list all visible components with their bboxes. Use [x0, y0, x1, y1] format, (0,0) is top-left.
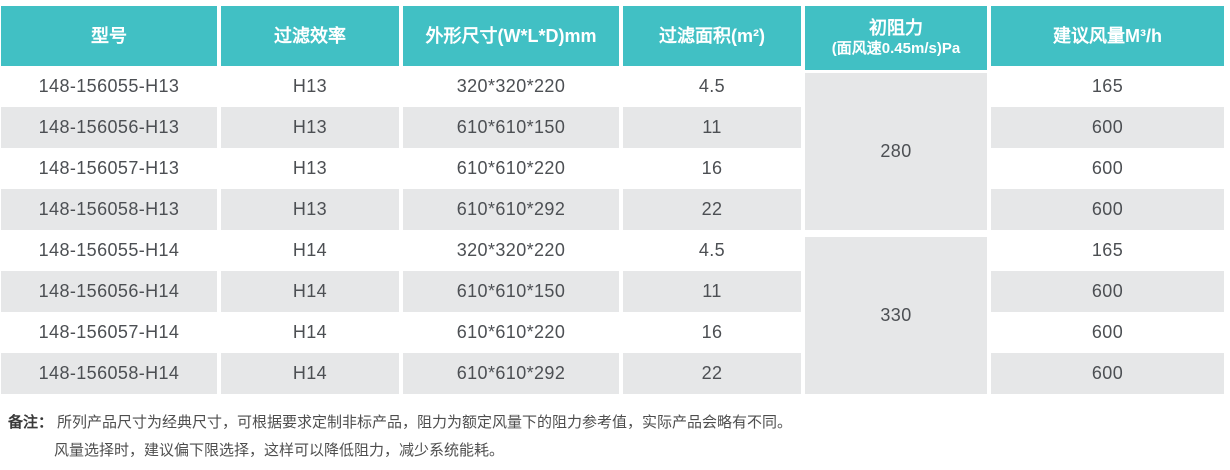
cell-dimensions: 320*320*220 — [456, 240, 566, 260]
cell-dimensions: 610*610*150 — [403, 107, 619, 148]
cell-model: 148-156056-H14 — [1, 271, 217, 312]
footnote-line-2: 风量选择时，建议偏下限选择，这样可以降低阻力，减少系统能耗。 — [54, 442, 505, 459]
cell-filter-area: 16 — [701, 158, 723, 178]
cell-efficiency: H13 — [221, 107, 399, 148]
col-header-efficiency: 过滤效率 — [221, 6, 399, 66]
cell-efficiency: H13 — [292, 158, 328, 178]
cell-airflow: 165 — [1091, 240, 1124, 260]
col-header-airflow: 建议风量M³/h — [991, 6, 1224, 66]
cell-airflow: 600 — [991, 189, 1224, 230]
cell-filter-area: 4.5 — [698, 76, 726, 96]
cell-airflow: 600 — [991, 353, 1224, 394]
footnote-label: 备注： — [8, 414, 54, 431]
cell-dimensions: 320*320*220 — [456, 76, 566, 96]
cell-initial-resistance-h14: 330 — [805, 237, 987, 394]
spec-table: 型号 过滤效率 外形尺寸(W*L*D)mm 过滤面积(m²) 初阻力 (面风速0… — [1, 6, 1224, 394]
cell-filter-area: 22 — [623, 189, 801, 230]
cell-airflow: 600 — [991, 271, 1224, 312]
cell-efficiency: H13 — [221, 189, 399, 230]
cell-model: 148-156056-H13 — [1, 107, 217, 148]
cell-model: 148-156058-H13 — [1, 189, 217, 230]
cell-dimensions: 610*610*292 — [403, 189, 619, 230]
cell-filter-area: 11 — [623, 271, 801, 312]
cell-airflow: 600 — [991, 107, 1224, 148]
cell-efficiency: H14 — [292, 322, 328, 342]
col-header-initial-resistance-title: 初阻力 — [869, 18, 923, 39]
cell-airflow: 600 — [1091, 322, 1124, 342]
cell-model: 148-156055-H14 — [38, 240, 180, 260]
cell-model: 148-156055-H13 — [38, 76, 180, 96]
col-header-dimensions: 外形尺寸(W*L*D)mm — [403, 6, 619, 66]
cell-dimensions: 610*610*220 — [456, 322, 566, 342]
col-header-model: 型号 — [1, 6, 217, 66]
cell-model: 148-156057-H13 — [38, 158, 180, 178]
cell-filter-area: 22 — [623, 353, 801, 394]
col-header-initial-resistance-sub: (面风速0.45m/s)Pa — [831, 39, 961, 57]
cell-dimensions: 610*610*150 — [403, 271, 619, 312]
cell-filter-area: 16 — [701, 322, 723, 342]
cell-model: 148-156057-H14 — [38, 322, 180, 342]
cell-efficiency: H13 — [292, 76, 328, 96]
cell-efficiency: H14 — [292, 240, 328, 260]
cell-efficiency: H14 — [221, 353, 399, 394]
col-header-filter-area: 过滤面积(m²) — [623, 6, 801, 66]
footnote-line-1: 所列产品尺寸为经典尺寸，可根据要求定制非标产品，阻力为额定风量下的阻力参考值，实… — [57, 414, 793, 431]
cell-initial-resistance-h13: 280 — [805, 73, 987, 230]
cell-airflow: 165 — [1091, 76, 1124, 96]
cell-filter-area: 11 — [623, 107, 801, 148]
cell-dimensions: 610*610*292 — [403, 353, 619, 394]
footnotes: 备注： 所列产品尺寸为经典尺寸，可根据要求定制非标产品，阻力为额定风量下的阻力参… — [8, 409, 792, 465]
cell-dimensions: 610*610*220 — [456, 158, 566, 178]
cell-model: 148-156058-H14 — [1, 353, 217, 394]
cell-filter-area: 4.5 — [698, 240, 726, 260]
cell-airflow: 600 — [1091, 158, 1124, 178]
col-header-initial-resistance: 初阻力 (面风速0.45m/s)Pa — [805, 6, 987, 70]
cell-efficiency: H14 — [221, 271, 399, 312]
